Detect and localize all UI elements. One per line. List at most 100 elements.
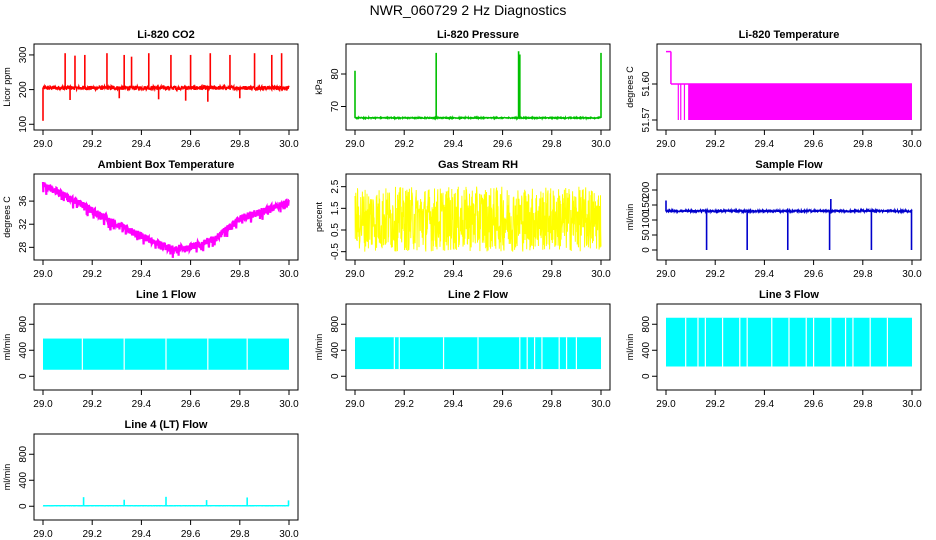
- data-series: [665, 199, 913, 250]
- series-line: [665, 207, 913, 215]
- x-tick-label: 29.8: [230, 529, 250, 540]
- y-axis-label: ml/min: [314, 334, 324, 361]
- x-tick-label: 29.8: [230, 399, 250, 410]
- x-tick-label: 29.0: [345, 139, 365, 150]
- chart-panel: Line 2 Flow 29.0 29.2 29.4 29.6 29.8 30.0 0 400 8…: [314, 289, 611, 410]
- x-tick-label: 29.2: [394, 269, 414, 280]
- y-tick-label: 800: [18, 445, 29, 462]
- y-tick-label: 0: [641, 373, 652, 379]
- x-tick-label: 29.0: [345, 269, 365, 280]
- y-tick-label: 80: [330, 68, 341, 80]
- data-series: [666, 317, 912, 367]
- y-tick-label: 0: [330, 373, 341, 379]
- y-axis-label: ml/min: [2, 464, 12, 491]
- y-tick-label: 150: [641, 196, 652, 213]
- chart-panel: Li-820 Pressure 29.0 29.2 29.4 29.6 29.8 30.0 7…: [314, 29, 611, 150]
- x-tick-label: 29.8: [230, 269, 250, 280]
- y-tick-label: 0: [18, 503, 29, 509]
- x-tick-label: 29.2: [394, 139, 414, 150]
- y-axis-label: ml/min: [625, 334, 635, 361]
- x-tick-label: 29.6: [804, 139, 824, 150]
- x-tick-label: 30.0: [591, 139, 611, 150]
- x-tick-label: 29.4: [444, 139, 464, 150]
- y-tick-label: 400: [330, 341, 341, 358]
- y-tick-label: 1.5: [330, 201, 341, 215]
- panel-title: Li-820 Pressure: [437, 29, 519, 41]
- data-series: [43, 338, 289, 370]
- series-dense: [688, 84, 912, 120]
- x-tick-label: 29.4: [444, 269, 464, 280]
- chart-panel: Sample Flow 29.0 29.2 29.4 29.6 29.8 30.0 0 5010…: [625, 159, 922, 280]
- y-tick-label: 70: [330, 101, 341, 113]
- y-tick-label: -0.5: [330, 243, 341, 261]
- y-tick-label: 400: [641, 341, 652, 358]
- x-tick-label: 29.4: [755, 399, 775, 410]
- x-tick-label: 29.8: [230, 139, 250, 150]
- x-tick-label: 29.4: [444, 399, 464, 410]
- y-axis-label: ml/min: [625, 204, 635, 231]
- series-line: [42, 83, 290, 93]
- x-tick-label: 29.2: [705, 399, 725, 410]
- x-tick-label: 29.0: [656, 399, 676, 410]
- chart-panel: Line 3 Flow 29.0 29.2 29.4 29.6 29.8 30.0 0 400 8…: [625, 289, 922, 410]
- x-tick-label: 29.6: [493, 269, 513, 280]
- x-tick-label: 30.0: [902, 399, 922, 410]
- x-tick-label: 29.8: [853, 269, 873, 280]
- y-tick-label: 50: [641, 229, 652, 241]
- y-axis-label: ml/min: [2, 334, 12, 361]
- x-axis: 29.0 29.2 29.4 29.6 29.8 30.0: [656, 389, 922, 410]
- x-tick-label: 29.6: [493, 139, 513, 150]
- x-axis: 29.0 29.2 29.4 29.6 29.8 30.0: [345, 389, 611, 410]
- x-tick-label: 29.2: [82, 269, 102, 280]
- x-tick-label: 29.4: [132, 269, 152, 280]
- chart-panel: Line 4 (LT) Flow 29.0 29.2 29.4 29.6 29.8 30.0…: [2, 419, 299, 540]
- x-tick-label: 29.2: [705, 269, 725, 280]
- x-tick-label: 30.0: [279, 399, 299, 410]
- x-tick-label: 30.0: [279, 529, 299, 540]
- x-tick-label: 29.6: [181, 139, 201, 150]
- panel-title: Sample Flow: [755, 159, 823, 171]
- y-tick-label: 0.5: [330, 223, 341, 237]
- panel-title: Gas Stream RH: [438, 159, 518, 171]
- y-axis: 28 32 36 degrees C: [2, 195, 35, 253]
- y-axis: 0 400 800 ml/min: [314, 315, 347, 379]
- y-tick-label: 200: [18, 81, 29, 98]
- y-tick-label: 0: [641, 247, 652, 253]
- x-axis: 29.0 29.2 29.4 29.6 29.8 30.0: [33, 519, 299, 540]
- x-axis: 29.0 29.2 29.4 29.6 29.8 30.0: [345, 129, 611, 150]
- panel-title: Ambient Box Temperature: [98, 159, 235, 171]
- x-tick-label: 29.2: [82, 529, 102, 540]
- y-axis: 0 400 800 ml/min: [625, 315, 658, 379]
- x-tick-label: 29.8: [542, 139, 562, 150]
- panel-title: Line 1 Flow: [136, 289, 196, 301]
- x-tick-label: 29.0: [33, 139, 53, 150]
- chart-panel: Gas Stream RH 29.0 29.2 29.4 29.6 29.8 30.0 -0.…: [314, 159, 611, 280]
- plot-frame: [33, 433, 299, 521]
- x-axis: 29.0 29.2 29.4 29.6 29.8 30.0: [345, 259, 611, 280]
- x-tick-label: 29.4: [132, 139, 152, 150]
- x-tick-label: 29.6: [493, 399, 513, 410]
- x-tick-label: 29.8: [853, 139, 873, 150]
- x-axis: 29.0 29.2 29.4 29.6 29.8 30.0: [656, 129, 922, 150]
- x-tick-label: 29.0: [656, 139, 676, 150]
- y-axis-label: percent: [314, 201, 324, 232]
- y-tick-label: 100: [18, 115, 29, 132]
- y-axis: -0.5 0.5 1.5 2.5 percent: [314, 179, 347, 261]
- x-tick-label: 29.4: [132, 529, 152, 540]
- x-axis: 29.0 29.2 29.4 29.6 29.8 30.0: [33, 259, 299, 280]
- chart-panel: Line 1 Flow 29.0 29.2 29.4 29.6 29.8 30.0 0 400 8…: [2, 289, 299, 410]
- x-axis: 29.0 29.2 29.4 29.6 29.8 30.0: [33, 129, 299, 150]
- x-axis: 29.0 29.2 29.4 29.6 29.8 30.0: [33, 389, 299, 410]
- x-tick-label: 29.2: [82, 139, 102, 150]
- data-series: [42, 53, 290, 121]
- y-tick-label: 200: [641, 181, 652, 198]
- panel-title: Li-820 CO2: [137, 29, 194, 41]
- x-tick-label: 30.0: [902, 139, 922, 150]
- x-tick-label: 29.6: [181, 399, 201, 410]
- y-axis: 70 80 kPa: [314, 68, 347, 113]
- figure-title: NWR_060729 2 Hz Diagnostics: [369, 2, 567, 18]
- y-axis-label: Licor ppm: [2, 67, 12, 107]
- panel-title: Li-820 Temperature: [739, 29, 840, 41]
